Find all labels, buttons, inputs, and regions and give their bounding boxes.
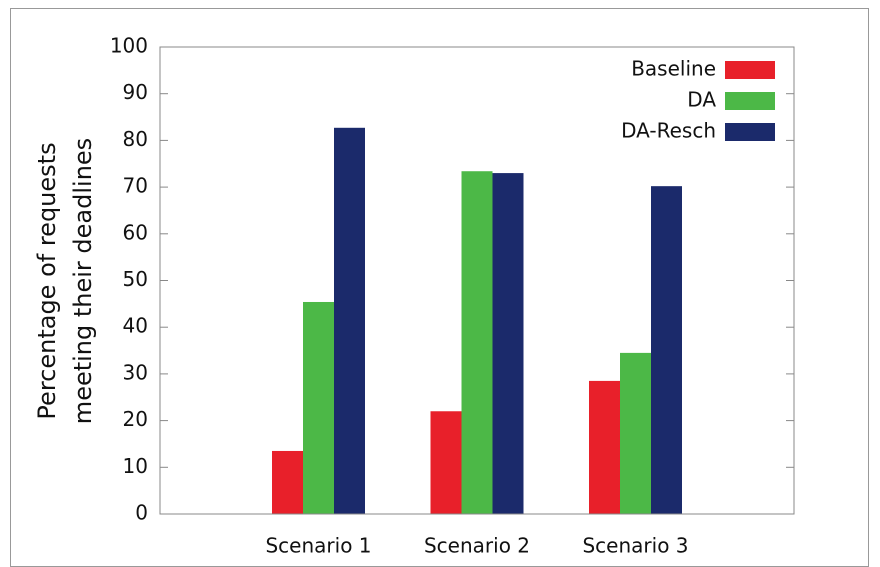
y-tick-label: 80 (123, 127, 148, 151)
y-tick-label: 50 (123, 267, 148, 291)
y-tick-label: 40 (123, 314, 148, 338)
y-tick-label: 70 (123, 174, 148, 198)
legend-label: DA-Resch (621, 119, 716, 143)
y-tick-label: 90 (123, 80, 148, 104)
bar (492, 173, 524, 514)
legend-label: DA (687, 88, 716, 112)
y-tick-label: 30 (123, 360, 148, 384)
x-tick-label: Scenario 2 (424, 534, 530, 558)
bar (303, 301, 334, 514)
y-axis-label: Percentage of requests (33, 142, 61, 419)
y-axis-label: meeting their deadlines (69, 138, 97, 424)
bar (334, 127, 365, 514)
y-tick-label: 60 (123, 220, 148, 244)
legend-swatch (725, 123, 775, 141)
legend-label: Baseline (631, 57, 716, 81)
y-tick-label: 10 (123, 454, 148, 478)
y-tick-label: 100 (110, 34, 148, 58)
x-tick-label: Scenario 3 (582, 534, 688, 558)
plot-frame (159, 46, 795, 515)
bar (589, 380, 620, 514)
bar (461, 171, 493, 515)
bar (272, 450, 303, 514)
bar (620, 352, 651, 514)
legend-swatch (725, 92, 775, 110)
x-tick-label: Scenario 1 (265, 534, 371, 558)
bar (651, 186, 682, 514)
y-tick-label: 20 (123, 407, 148, 431)
legend-swatch (725, 61, 775, 79)
bar (430, 411, 462, 514)
y-tick-label: 0 (135, 501, 148, 525)
